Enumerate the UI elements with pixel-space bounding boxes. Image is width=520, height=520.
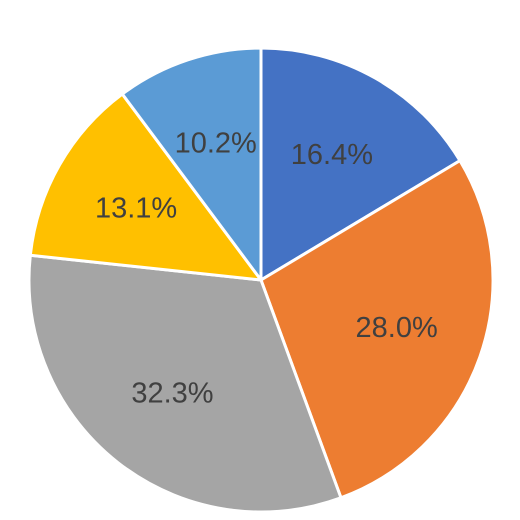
slice-data-label: 13.1% xyxy=(95,193,177,225)
labels-layer: 16.4% 28.0% 32.3% 13.1% 10.2% xyxy=(95,127,438,409)
slice-data-label: 10.2% xyxy=(175,127,257,159)
pie-slice xyxy=(28,92,263,282)
pie-slice xyxy=(259,46,462,282)
slices-layer xyxy=(27,46,495,514)
pie-slice xyxy=(259,159,495,500)
slice-data-label: 28.0% xyxy=(356,312,438,344)
slice-data-label: 16.4% xyxy=(291,139,373,171)
pie-slice xyxy=(120,46,263,282)
slice-data-label: 32.3% xyxy=(131,377,213,409)
pie-slice xyxy=(27,253,343,514)
